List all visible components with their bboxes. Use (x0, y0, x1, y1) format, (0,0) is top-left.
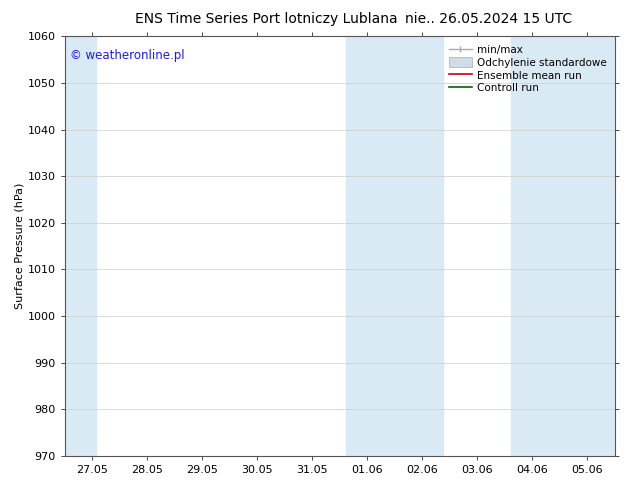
Text: nie.. 26.05.2024 15 UTC: nie.. 26.05.2024 15 UTC (404, 12, 572, 26)
Text: © weatheronline.pl: © weatheronline.pl (70, 49, 185, 62)
Legend: min/max, Odchylenie standardowe, Ensemble mean run, Controll run: min/max, Odchylenie standardowe, Ensembl… (446, 42, 610, 97)
Bar (65, 36, 96, 456)
Y-axis label: Surface Pressure (hPa): Surface Pressure (hPa) (15, 183, 25, 309)
Text: ENS Time Series Port lotniczy Lublana: ENS Time Series Port lotniczy Lublana (135, 12, 398, 26)
Bar (512, 36, 615, 456)
Bar (346, 36, 443, 456)
